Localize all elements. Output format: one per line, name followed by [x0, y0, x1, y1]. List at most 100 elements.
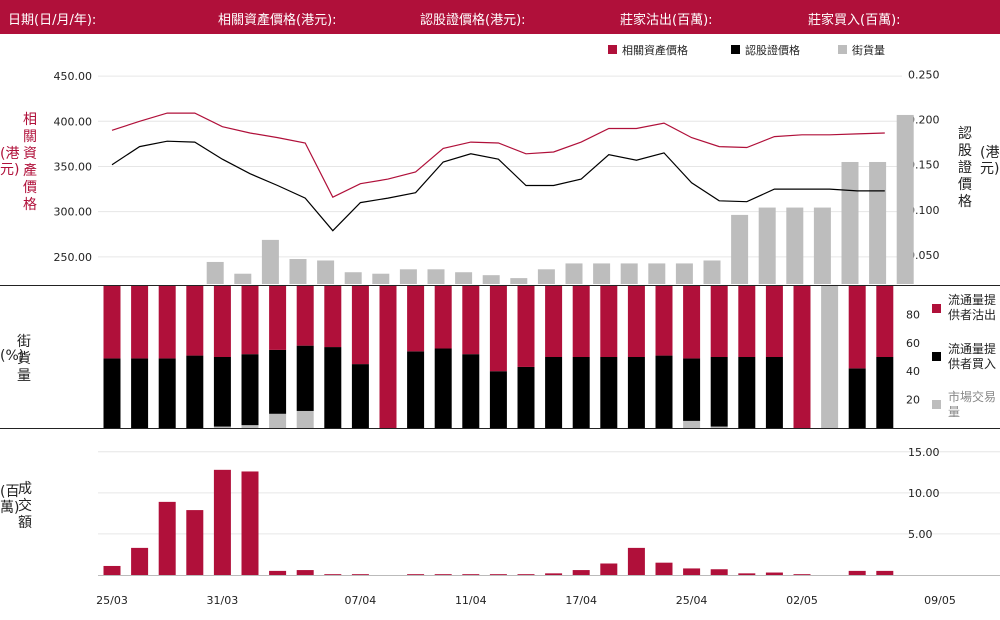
outstanding-bar: [869, 161, 887, 284]
outstanding-bar: [344, 272, 362, 284]
right-axis-title-warrant: 認股證價格: [957, 126, 973, 211]
lp-sell-bar: [793, 286, 811, 428]
lp-sell-bar: [158, 286, 176, 359]
lp-sell-bar: [103, 286, 121, 359]
market-volume-bar: [683, 420, 701, 428]
lp-buy-bar: [683, 358, 701, 421]
underlying-unit-text: 港元: [0, 146, 20, 178]
volume-axis-unit: (百萬): [0, 484, 20, 516]
lp-sell-bar: [213, 286, 231, 357]
share-unit-text: %: [5, 348, 19, 364]
lp-sell-bar: [379, 286, 397, 428]
outstanding-bar: [455, 272, 473, 284]
warrant-price-line: [111, 140, 885, 232]
lp-buy-bar: [627, 357, 645, 428]
outstanding-bar: [731, 214, 749, 284]
warrant-unit-text: 港元: [980, 145, 1000, 177]
lp-sell-bar: [434, 286, 452, 349]
volume-tick-label: 5.00: [908, 528, 933, 541]
turnover-bar: [848, 570, 866, 575]
legend-label-lp-sell: 流通量提供者沽出: [948, 293, 997, 322]
x-tick-label: 31/03: [207, 594, 239, 607]
lp-buy-bar: [103, 358, 121, 428]
lp-sell-bar: [324, 286, 342, 348]
legend-swatch: [731, 45, 740, 54]
right-tick-label: 0.150: [908, 159, 940, 172]
x-tick-label: 25/04: [676, 594, 708, 607]
lp-buy-bar: [517, 366, 535, 428]
lp-sell-bar: [269, 286, 287, 350]
underlying-price-line: [111, 112, 885, 198]
outstanding-bar: [896, 114, 914, 284]
right-tick-label: 0.050: [908, 249, 940, 262]
right-tick-label: 0.250: [908, 68, 940, 81]
header-buy-label: 莊家買入(百萬):: [808, 13, 901, 28]
outstanding-bar: [675, 263, 693, 284]
left-tick-label: 300.00: [54, 206, 93, 219]
lp-sell-bar: [683, 286, 701, 359]
outstanding-bar: [482, 275, 500, 284]
turnover-bar: [324, 574, 342, 575]
outstanding-bar: [427, 269, 445, 284]
lp-sell-bar: [765, 286, 783, 357]
x-tick-label: 11/04: [455, 594, 487, 607]
lp-buy-bar: [765, 357, 783, 428]
left-axis-unit-underlying: (港元): [0, 146, 20, 178]
lp-sell-bar: [462, 286, 480, 355]
market-volume-bar: [296, 410, 314, 428]
lp-buy-bar: [241, 354, 259, 426]
lp-sell-bar: [351, 286, 369, 365]
lp-buy-bar: [489, 371, 507, 428]
turnover-bar: [434, 574, 452, 575]
lp-sell-bar: [296, 286, 314, 346]
outstanding-bar: [786, 207, 804, 284]
outstanding-bar: [399, 269, 417, 284]
turnover-bar: [489, 574, 507, 575]
turnover-bar: [269, 570, 287, 575]
legend-swatch-lp-sell: [932, 304, 941, 313]
turnover-bar: [351, 574, 369, 575]
outstanding-bar: [813, 207, 831, 284]
lp-sell-bar: [876, 286, 894, 357]
lp-buy-bar: [600, 357, 618, 428]
underlying-axis-title-text: 相關資產價格: [23, 112, 37, 213]
x-tick-label: 02/05: [786, 594, 818, 607]
turnover-bar: [103, 565, 121, 575]
market-volume-bar: [213, 426, 231, 428]
share-axis-title: 街貨量: [16, 334, 32, 385]
lp-buy-bar: [407, 351, 425, 428]
lp-buy-bar: [655, 355, 673, 428]
share-axis-unit: (%): [0, 348, 25, 364]
header-underlying-label: 相關資產價格(港元):: [218, 13, 337, 28]
turnover-bar: [545, 573, 563, 575]
turnover-bar: [241, 471, 259, 575]
turnover-bar: [876, 570, 894, 575]
lp-sell-bar: [572, 286, 590, 357]
lp-sell-bar: [131, 286, 149, 359]
outstanding-bar: [648, 263, 666, 284]
lp-sell-bar: [627, 286, 645, 357]
market-volume-bar: [269, 413, 287, 428]
header-date-label: 日期(日/月/年):: [8, 13, 97, 28]
lp-sell-bar: [241, 286, 259, 355]
lp-sell-bar: [655, 286, 673, 356]
market-volume-bar: [241, 425, 259, 428]
x-tick-label: 07/04: [345, 594, 377, 607]
left-tick-label: 400.00: [54, 115, 93, 128]
lp-buy-bar: [434, 348, 452, 428]
x-tick-label: 25/03: [96, 594, 128, 607]
turnover-bar: [600, 563, 618, 575]
outstanding-bar: [289, 259, 307, 284]
x-tick-label: 17/04: [565, 594, 597, 607]
outstanding-bar: [620, 263, 638, 284]
outstanding-bar: [372, 273, 390, 284]
turnover-bar: [517, 574, 535, 575]
outstanding-bar: [537, 269, 555, 284]
lp-buy-bar: [848, 368, 866, 428]
lp-buy-bar: [572, 357, 590, 428]
lp-buy-bar: [462, 354, 480, 428]
lp-sell-bar: [710, 286, 728, 357]
turnover-bar: [407, 574, 425, 575]
turnover-bar: [655, 562, 673, 575]
